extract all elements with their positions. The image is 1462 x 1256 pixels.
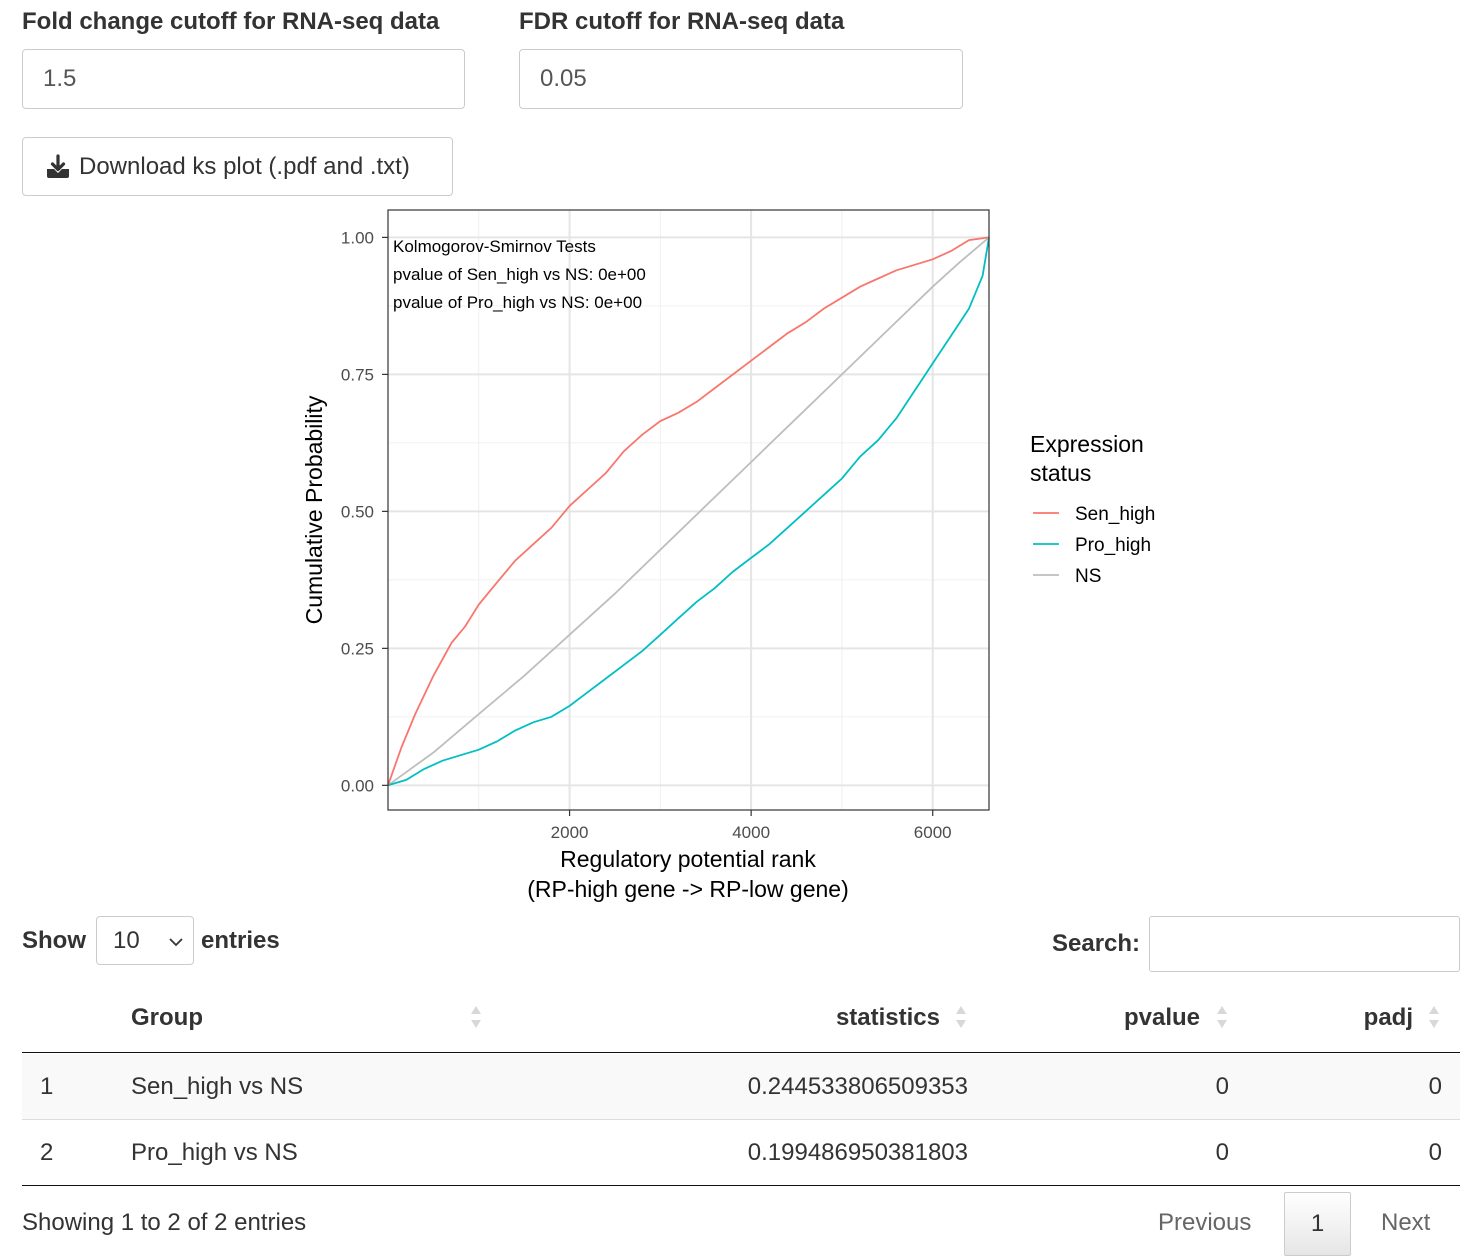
sort-icon[interactable]: [469, 1003, 483, 1031]
column-header-group[interactable]: Group: [131, 1004, 203, 1031]
grid-lines: [388, 210, 989, 810]
series-lines: [387, 236, 990, 787]
series-line-ns: [387, 236, 990, 787]
y-tick-label: 0.75: [341, 365, 374, 384]
row-divider: [22, 1119, 1460, 1120]
row-statistics: 0.199486950381803: [747, 1139, 968, 1166]
download-icon: [45, 153, 71, 180]
table-header-border: [22, 1052, 1460, 1053]
page-size-select[interactable]: 10: [96, 916, 194, 965]
row-index: 1: [40, 1073, 54, 1100]
row-pvalue: 0: [1215, 1073, 1229, 1100]
sort-icon[interactable]: [1215, 1003, 1229, 1031]
y-tick-label: 1.00: [341, 228, 374, 247]
fdr-input[interactable]: [519, 49, 963, 109]
legend-item-label: Pro_high: [1075, 535, 1151, 556]
x-tick-label: 4000: [732, 823, 770, 842]
ks-annotation-pro: pvalue of Pro_high vs NS: 0e+00: [393, 293, 642, 312]
row-group: Pro_high vs NS: [131, 1139, 298, 1166]
chevron-down-icon: [167, 930, 185, 948]
y-axis-label: Cumulative Probability: [301, 395, 327, 624]
series-line-sen-high: [387, 236, 990, 786]
legend-item-label: NS: [1075, 566, 1101, 587]
fdr-label: FDR cutoff for RNA-seq data: [519, 8, 845, 35]
y-tick-label: 0.00: [341, 776, 374, 795]
ks-annotation-title: Kolmogorov-Smirnov Tests: [393, 237, 596, 256]
download-button-label: Download ks plot (.pdf and .txt): [79, 152, 410, 180]
plot-panel-border: [387, 209, 990, 811]
x-tick-label: 2000: [551, 823, 589, 842]
search-input[interactable]: [1149, 916, 1460, 972]
fold-change-input[interactable]: [22, 49, 465, 109]
show-label: Show: [22, 927, 86, 954]
table-row[interactable]: 1 Sen_high vs NS 0.244533806509353 0 0: [22, 1054, 1460, 1119]
page-1-button[interactable]: 1: [1284, 1192, 1351, 1256]
column-header-statistics[interactable]: statistics: [835, 1004, 940, 1031]
row-statistics: 0.244533806509353: [747, 1073, 968, 1100]
previous-button[interactable]: Previous: [1158, 1209, 1252, 1236]
series-line-pro-high: [387, 237, 990, 787]
ks-plot: 0.00 0.25 0.50 0.75 1.00 2000 4000 6000 Kolmogo…: [301, 209, 1155, 902]
sort-icon[interactable]: [1427, 1003, 1441, 1031]
download-ks-plot-button[interactable]: Download ks plot (.pdf and .txt): [22, 137, 453, 196]
row-index: 2: [40, 1139, 54, 1166]
y-tick-label: 0.50: [341, 502, 374, 521]
row-padj: 0: [1428, 1139, 1442, 1166]
row-group: Sen_high vs NS: [131, 1073, 304, 1100]
plot-panel-background: [388, 210, 989, 810]
row-pvalue: 0: [1215, 1139, 1229, 1166]
page-size-value: 10: [113, 926, 140, 954]
ks-annotation-sen: pvalue of Sen_high vs NS: 0e+00: [393, 265, 646, 284]
table-footer-border: [22, 1185, 1460, 1186]
table-info: Showing 1 to 2 of 2 entries: [22, 1209, 307, 1236]
legend: Expression status Sen_high Pro_high NS: [1030, 431, 1155, 587]
legend-title: Expression status: [1030, 431, 1144, 486]
next-button[interactable]: Next: [1381, 1209, 1431, 1236]
fold-change-label: Fold change cutoff for RNA-seq data: [22, 8, 440, 35]
y-tick-label: 0.25: [341, 639, 374, 658]
entries-label: entries: [201, 927, 280, 954]
x-tick-label: 6000: [914, 823, 952, 842]
column-header-padj[interactable]: padj: [1363, 1004, 1413, 1031]
axis-ticks: 0.00 0.25 0.50 0.75 1.00 2000 4000 6000: [341, 228, 952, 842]
table-row[interactable]: 2 Pro_high vs NS 0.199486950381803 0 0: [22, 1120, 1460, 1185]
column-header-pvalue[interactable]: pvalue: [1123, 1004, 1200, 1031]
search-label: Search:: [1052, 930, 1141, 957]
legend-item-label: Sen_high: [1075, 504, 1155, 525]
x-axis-label: Regulatory potential rank (RP-high gene -…: [527, 846, 849, 902]
row-padj: 0: [1428, 1073, 1442, 1100]
sort-icon[interactable]: [954, 1003, 968, 1031]
